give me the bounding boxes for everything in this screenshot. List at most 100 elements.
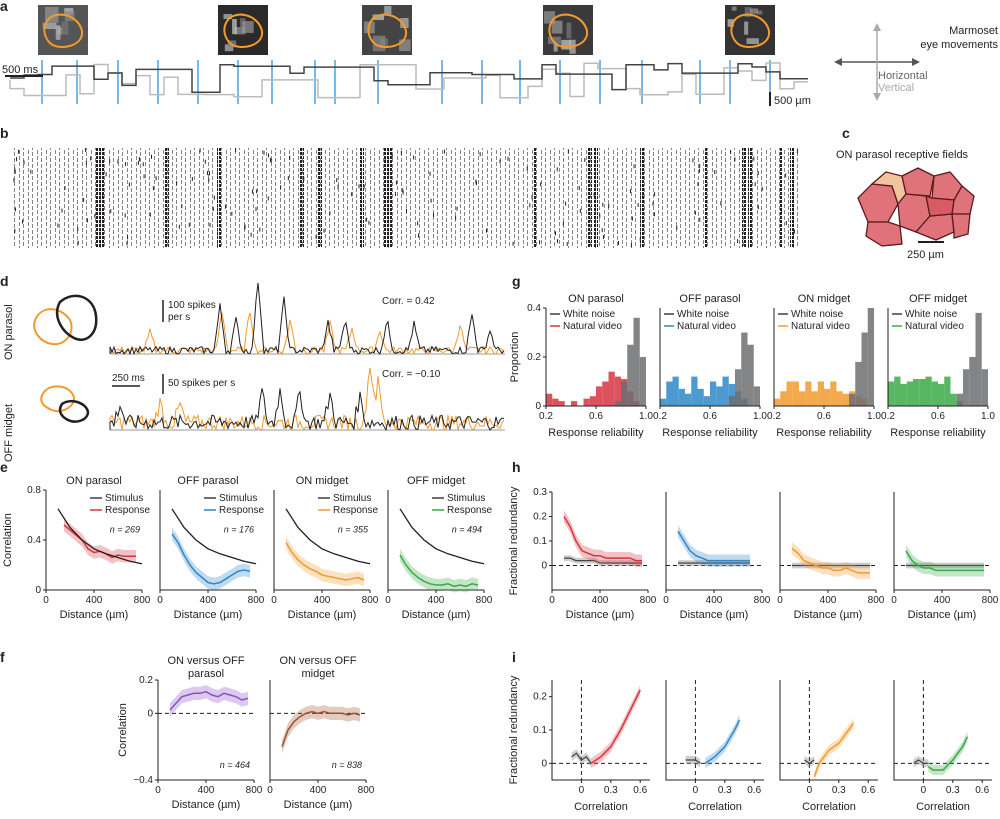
g-natural-bar	[805, 381, 812, 406]
spike	[336, 177, 338, 182]
g-natural-bar	[830, 381, 837, 406]
g-natural-bar	[913, 379, 920, 406]
g-natural-bar	[691, 376, 698, 406]
f-x-tick-label: 0	[155, 785, 161, 796]
spike	[499, 159, 501, 164]
e-response-line	[399, 554, 479, 588]
spike	[138, 157, 140, 162]
i-colored-band	[814, 718, 854, 782]
panel-g-label: g	[512, 273, 521, 289]
g-natural-bar	[938, 383, 945, 406]
i-y-tick-label: 0	[541, 758, 547, 769]
g-legend-natural-video: Natural video	[563, 321, 622, 332]
g-y-tick-label: 0	[535, 401, 541, 412]
spike	[555, 231, 557, 236]
g-natural-bar	[546, 393, 553, 406]
f-x-tick-label: 800	[246, 785, 263, 796]
horizontal-label: Horizontal	[878, 70, 928, 82]
rf-outline	[223, 13, 264, 48]
off-midget-response-trace	[109, 367, 505, 432]
spike	[259, 227, 261, 232]
spike	[443, 149, 445, 154]
i-x-tick-label: 0.3	[832, 785, 846, 796]
e-legend-stimulus: Stimulus	[219, 493, 257, 504]
i-axes	[665, 680, 764, 781]
spike	[639, 237, 641, 242]
g-natural-bar	[906, 381, 913, 406]
spike	[178, 224, 180, 229]
spike	[676, 225, 678, 230]
i-subplot: 0 0.3 0.6 Correlation	[665, 680, 764, 813]
on-parasol-stimulus-trace	[109, 282, 505, 356]
g-natural-bar	[931, 381, 938, 406]
g-natural-bar	[558, 401, 565, 406]
g-x-tick-label: 1.0	[753, 411, 767, 422]
d-rate-scale-1b: per s	[168, 312, 190, 323]
e-response-line	[171, 533, 251, 585]
i-grey-line	[913, 759, 929, 764]
g-natural-bar	[774, 398, 781, 406]
spike	[329, 211, 331, 216]
f-n-label: n = 838	[332, 760, 362, 770]
spike	[584, 157, 586, 162]
h-x-tick-label: 0	[549, 595, 555, 606]
g-natural-bar	[678, 388, 685, 406]
g-natural-bar	[666, 381, 673, 406]
h-xlabel: Distance (µm)	[680, 609, 749, 621]
e-xlabel: Distance (µm)	[60, 609, 129, 621]
i-colored-band	[705, 715, 740, 769]
spike	[633, 164, 635, 169]
h-x-tick-label: 0	[663, 595, 669, 606]
i-x-tick-label: 0	[693, 785, 699, 796]
g-subplot-title: OFF midget	[909, 293, 967, 305]
spike	[213, 195, 215, 200]
spike	[22, 219, 24, 224]
d-corr-2: Corr. = −0.10	[382, 369, 441, 380]
spike	[176, 181, 178, 186]
g-xlabel: Response reliability	[662, 427, 758, 439]
spike	[395, 180, 397, 185]
spike	[287, 176, 289, 181]
spike	[652, 201, 654, 206]
stimulus-thumbnail	[543, 5, 593, 55]
e-n-label: n = 355	[338, 525, 369, 535]
spike	[531, 195, 533, 200]
spike	[601, 228, 603, 233]
spike	[105, 172, 107, 177]
e-x-tick-label: 800	[362, 595, 379, 606]
spike	[212, 207, 214, 212]
spike	[250, 232, 252, 237]
g-natural-bar	[811, 391, 818, 406]
e-n-label: n = 176	[224, 525, 254, 535]
raster-burst	[388, 148, 392, 248]
psth-traces	[109, 282, 505, 432]
g-natural-bar	[602, 381, 609, 406]
g-natural-bar	[824, 388, 831, 406]
g-natural-bar	[685, 393, 692, 406]
spike	[30, 169, 32, 174]
f-x-tick-label: 400	[198, 785, 215, 796]
spike	[535, 215, 537, 220]
thumbnail-texture	[400, 17, 409, 28]
spike	[256, 189, 258, 194]
h-response-band	[564, 510, 642, 567]
g-whitenoise-bar	[975, 312, 982, 406]
i-subplot: 0 0.3 0.6 Correlation 0 0.1 0.2 Fractional redu…	[508, 675, 650, 813]
thumbnail-texture	[55, 25, 61, 40]
rf-title: ON parasol receptive fields	[836, 149, 969, 161]
spike	[699, 164, 701, 169]
spike	[730, 149, 732, 154]
i-x-tick-label: 0.3	[946, 785, 960, 796]
spike	[429, 171, 431, 176]
h-subplot: 0 400 800 Distance (µm)	[891, 492, 999, 621]
h-x-tick-label: 800	[754, 595, 771, 606]
i-x-tick-label: 0	[921, 785, 927, 796]
spike	[208, 171, 210, 176]
thumbnail-texture	[553, 43, 558, 52]
g-x-tick-label: 0.2	[767, 411, 781, 422]
spike	[128, 182, 130, 187]
stimulus-thumbnail	[362, 5, 412, 55]
